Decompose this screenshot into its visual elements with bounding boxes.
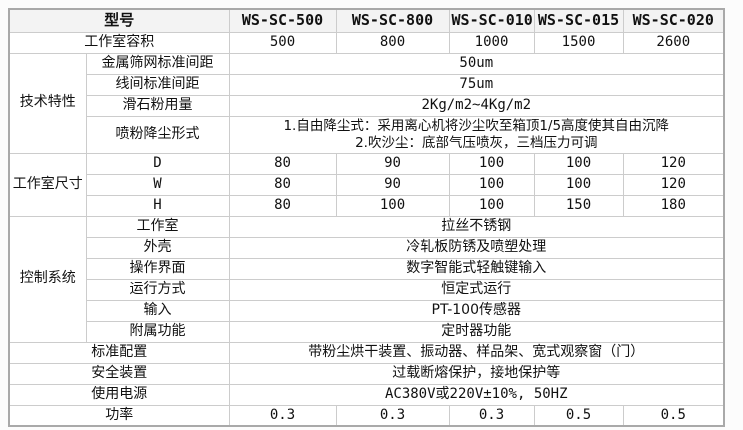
header-row: 型号 WS-SC-500 WS-SC-800 WS-SC-010 WS-SC-0…	[8, 8, 725, 33]
value-cell: 带粉尘烘干装置、振动器、样品架、宽式观察窗（门）	[228, 341, 725, 364]
group-cell-size: 工作室尺寸	[8, 152, 87, 217]
value-cell: 50um	[228, 52, 725, 75]
tech-row: 线间标准间距 75um	[9, 73, 725, 96]
value-cell: 120	[622, 173, 725, 196]
value-cell: 100	[448, 194, 535, 217]
model-header-cell: WS-SC-010	[448, 8, 535, 33]
config-row: 标准配置 带粉尘烘干装置、振动器、样品架、宽式观察窗（门）	[8, 341, 725, 364]
size-row: H 80 100 100 150 180	[9, 194, 725, 217]
value-cell: 1.自由降尘式：采用离心机将沙尘吹至箱顶1/5高度使其自由沉降 2.吹沙尘：底部…	[228, 115, 725, 154]
value-cell: 定时器功能	[228, 320, 725, 343]
value-cell: 2600	[622, 31, 725, 54]
value-cell: 恒定式运行	[228, 278, 725, 301]
value-cell: 80	[228, 173, 337, 196]
safety-row: 安全装置 过载断熔保护，接地保护等	[8, 362, 725, 385]
value-cell: 2Kg/m2~4Kg/m2	[228, 94, 725, 117]
value-cell: 100	[533, 173, 624, 196]
row-label: 操作界面	[85, 257, 230, 280]
control-row: 运行方式 恒定式运行	[9, 278, 725, 301]
row-label: 标准配置	[8, 341, 230, 364]
value-cell: 0.3	[228, 404, 337, 427]
row-label: 滑石粉用量	[85, 94, 230, 117]
model-row-label: 型号	[8, 8, 230, 33]
value-cell: 90	[335, 173, 450, 196]
group-cell-control: 控制系统	[8, 215, 87, 343]
row-label: 喷粉降尘形式	[85, 115, 230, 154]
row-label: D	[85, 152, 230, 175]
control-row: 输入 PT-100传感器	[9, 299, 725, 322]
value-cell: 150	[533, 194, 624, 217]
power-row: 功率 0.3 0.3 0.3 0.5 0.5	[8, 404, 725, 427]
value-cell: 0.5	[533, 404, 624, 427]
control-row: 外壳 冷轧板防锈及喷塑处理	[9, 236, 725, 259]
value-cell: 0.5	[622, 404, 725, 427]
value-cell: 1000	[448, 31, 535, 54]
value-cell: 0.3	[335, 404, 450, 427]
tech-row: 滑石粉用量 2Kg/m2~4Kg/m2	[9, 94, 725, 117]
value-cell: 80	[228, 152, 337, 175]
row-label: 使用电源	[8, 383, 230, 406]
value-cell: 80	[228, 194, 337, 217]
row-label: 运行方式	[85, 278, 230, 301]
value-cell: 拉丝不锈钢	[228, 215, 725, 238]
dust-line-1: 1.自由降尘式：采用离心机将沙尘吹至箱顶1/5高度使其自由沉降	[283, 117, 670, 134]
row-label: 外壳	[85, 236, 230, 259]
value-cell: 180	[622, 194, 725, 217]
value-cell: AC380V或220V±10%, 50HZ	[228, 383, 725, 406]
value-cell: 100	[335, 194, 450, 217]
group-cell-tech: 技术特性	[8, 52, 87, 154]
control-row: 操作界面 数字智能式轻触键输入	[9, 257, 725, 280]
tech-row: 技术特性 金属筛网标准间距 50um	[8, 52, 725, 154]
row-label: 输入	[85, 299, 230, 322]
size-row: W 80 90 100 100 120	[9, 173, 725, 196]
row-label: W	[85, 173, 230, 196]
row-label: 工作室	[85, 215, 230, 238]
power-supply-row: 使用电源 AC380V或220V±10%, 50HZ	[8, 383, 725, 406]
row-label: 附属功能	[85, 320, 230, 343]
value-cell: PT-100传感器	[228, 299, 725, 322]
spec-table: 型号 WS-SC-500 WS-SC-800 WS-SC-010 WS-SC-0…	[8, 8, 726, 427]
size-row: 工作室尺寸 D 80 90 100 100 120	[8, 152, 725, 217]
model-header-cell: WS-SC-015	[533, 8, 624, 33]
value-cell: 120	[622, 152, 725, 175]
value-cell: 90	[335, 152, 450, 175]
value-cell: 500	[228, 31, 337, 54]
value-cell: 过载断熔保护，接地保护等	[228, 362, 725, 385]
row-label: 安全装置	[8, 362, 230, 385]
value-cell: 1500	[533, 31, 624, 54]
model-header-cell: WS-SC-020	[622, 8, 725, 33]
value-cell: 冷轧板防锈及喷塑处理	[228, 236, 725, 259]
dust-row: 喷粉降尘形式 1.自由降尘式：采用离心机将沙尘吹至箱顶1/5高度使其自由沉降 2…	[9, 115, 725, 154]
spec-table-container: 型号 WS-SC-500 WS-SC-800 WS-SC-010 WS-SC-0…	[8, 8, 726, 427]
value-cell: 800	[335, 31, 450, 54]
value-cell: 0.3	[448, 404, 535, 427]
value-cell: 100	[448, 152, 535, 175]
value-cell: 75um	[228, 73, 725, 96]
row-label: 线间标准间距	[85, 73, 230, 96]
model-header-cell: WS-SC-800	[335, 8, 450, 33]
value-cell: 100	[533, 152, 624, 175]
control-row: 控制系统 工作室 拉丝不锈钢	[8, 215, 725, 343]
volume-row: 工作室容积 500 800 1000 1500 2600	[8, 31, 725, 54]
row-label: H	[85, 194, 230, 217]
dust-line-2: 2.吹沙尘：底部气压喷灰，三档压力可调	[355, 134, 598, 151]
value-cell: 数字智能式轻触键输入	[228, 257, 725, 280]
model-header-cell: WS-SC-500	[228, 8, 337, 33]
row-label: 工作室容积	[8, 31, 230, 54]
row-label: 功率	[8, 404, 230, 427]
control-row: 附属功能 定时器功能	[9, 320, 725, 343]
row-label: 金属筛网标准间距	[85, 52, 230, 75]
value-cell: 100	[448, 173, 535, 196]
